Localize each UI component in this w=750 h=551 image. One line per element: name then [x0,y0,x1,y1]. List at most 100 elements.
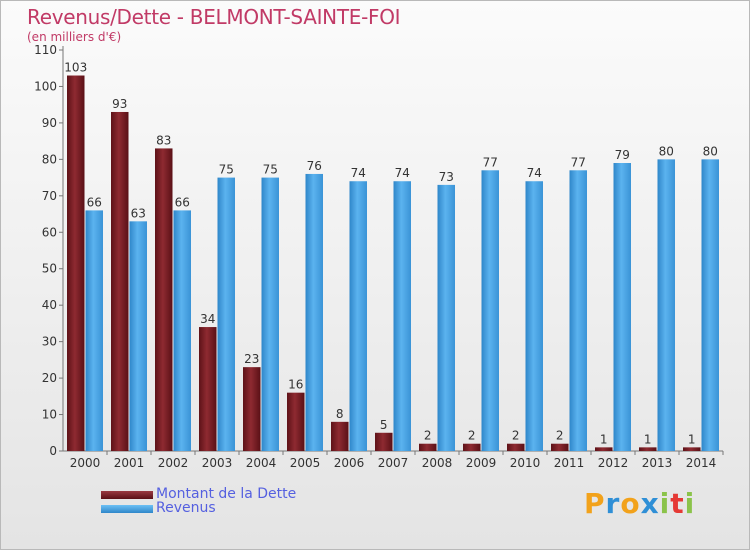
y-tick-label: 0 [49,444,57,458]
x-tick-label: 2009 [466,456,497,470]
x-tick-label: 2008 [422,456,453,470]
logo-letter: i [684,487,696,520]
logo-letter: P [584,487,606,520]
bar-revenue [129,221,147,451]
data-label-debt: 1 [600,432,608,446]
bar-debt [375,432,393,451]
data-label-debt: 2 [556,429,564,443]
x-tick-label: 2002 [158,456,189,470]
data-label-revenue: 75 [219,163,234,177]
data-label-debt: 1 [688,432,696,446]
x-tick-label: 2010 [510,456,541,470]
data-label-debt: 8 [336,407,344,421]
legend-item-debt: Montant de la Dette [101,486,361,502]
bar-debt [551,443,569,451]
bar-revenue [481,170,499,452]
data-label-revenue: 74 [351,166,366,180]
chart-axes: 0 10 20 30 40 50 60 70 80 90 100 110 2000 2001 2002 200… [34,43,724,470]
chart-subtitle: (en milliers d'€) [27,30,122,44]
y-tick-label: 80 [42,152,57,166]
bar-debt [683,447,701,451]
data-label-debt: 1 [644,432,652,446]
logo-letter: t [670,487,685,520]
x-tick-label: 2005 [290,456,321,470]
data-label-debt: 2 [512,429,520,443]
chart-bars: 103 66 93 63 83 66 34 75 23 75 16 76 8 74 5 74 2 73 2 77 2 74… [64,61,719,452]
bar-revenue [525,181,543,451]
data-label-debt: 34 [200,312,215,326]
bar-debt [639,447,657,451]
legend-item-revenue: Revenus [101,500,361,516]
bar-debt [507,443,525,451]
x-tick-label: 2013 [642,456,673,470]
chart-title: Revenus/Dette - BELMONT-SAINTE-FOI [27,5,401,29]
y-tick-label: 60 [42,225,57,239]
x-tick-label: 2004 [246,456,277,470]
data-label-debt: 16 [288,378,303,392]
data-label-revenue: 79 [615,148,630,162]
x-tick-label: 2007 [378,456,409,470]
data-label-revenue: 74 [527,166,542,180]
bar-revenue [613,163,631,451]
bar-revenue [657,159,675,451]
bar-revenue [437,184,455,451]
data-label-revenue: 66 [87,195,102,209]
x-tick-label: 2000 [70,456,101,470]
bar-debt [331,421,349,451]
logo-letter: o [620,487,641,520]
logo-letter: r [605,487,621,520]
y-tick-label: 20 [42,371,57,385]
data-label-revenue: 74 [395,166,410,180]
data-label-revenue: 80 [659,144,674,158]
bar-revenue [701,159,719,451]
legend-swatch-debt [101,491,153,499]
legend-label-debt: Montant de la Dette [156,486,297,502]
bar-debt [595,447,613,451]
data-label-debt: 2 [424,429,432,443]
legend-label-revenue: Revenus [156,500,216,516]
bar-debt [243,367,261,451]
bar-revenue [173,210,191,451]
y-tick-label: 30 [42,335,57,349]
bar-revenue [569,170,587,452]
bar-revenue [349,181,367,451]
x-tick-label: 2012 [598,456,629,470]
data-label-debt: 23 [244,352,259,366]
data-label-revenue: 80 [703,144,718,158]
bar-revenue [85,210,103,451]
bar-debt [287,392,305,451]
logo-letter: i [659,487,671,520]
y-tick-label: 10 [42,408,57,422]
bar-debt [463,443,481,451]
data-label-debt: 2 [468,429,476,443]
x-tick-label: 2006 [334,456,365,470]
y-tick-label: 100 [34,79,57,93]
data-label-debt: 103 [64,61,87,75]
bar-debt [199,327,217,451]
x-tick-label: 2014 [686,456,717,470]
bar-revenue [217,177,235,451]
bar-revenue [261,177,279,451]
bar-revenue [393,181,411,451]
data-label-revenue: 63 [131,206,146,220]
y-tick-label: 40 [42,298,57,312]
data-label-revenue: 75 [263,163,278,177]
bar-revenue [305,173,323,452]
proxiti-logo: Proxiti [584,487,695,520]
y-tick-label: 90 [42,116,57,130]
bar-debt [419,443,437,451]
bar-debt [155,148,173,451]
x-tick-label: 2011 [554,456,585,470]
data-label-revenue: 77 [571,155,586,169]
legend-swatch-revenue [101,505,153,513]
y-tick-label: 70 [42,189,57,203]
bar-debt [111,111,129,452]
y-tick-label: 110 [34,43,57,57]
x-tick-label: 2001 [114,456,145,470]
logo-letter: x [640,487,660,520]
data-label-revenue: 73 [439,170,454,184]
data-label-revenue: 77 [483,155,498,169]
bar-debt [67,75,85,451]
